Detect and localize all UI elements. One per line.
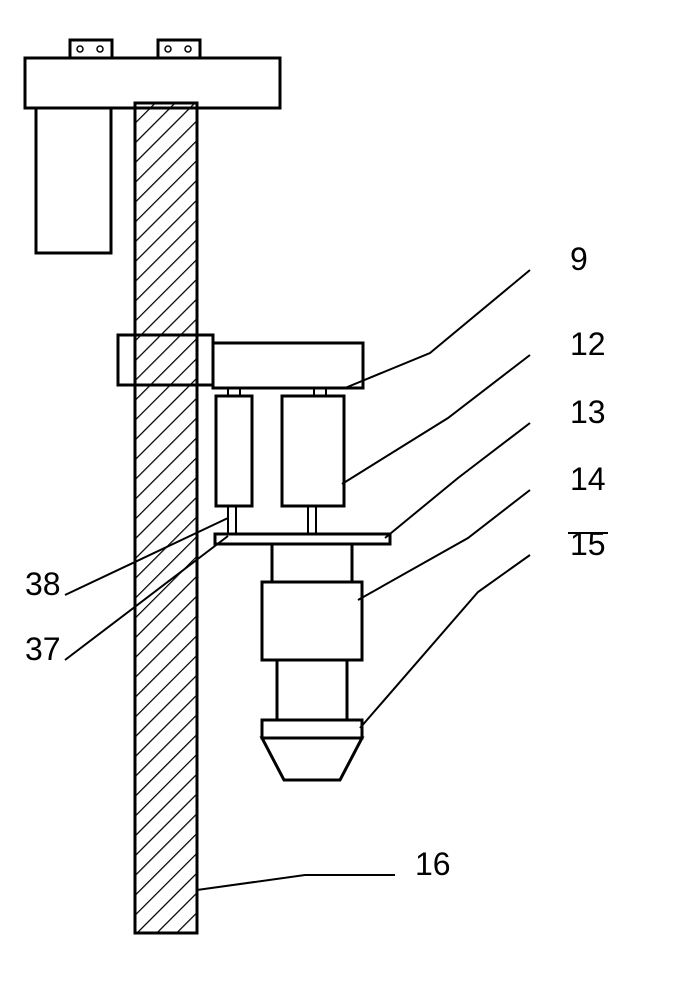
label-15: 15 xyxy=(570,526,606,562)
shaft-14-upper xyxy=(272,544,352,582)
top-left-block xyxy=(36,108,111,253)
label-38: 38 xyxy=(25,566,61,602)
label-13: 13 xyxy=(570,394,606,430)
label-9: 9 xyxy=(570,241,588,277)
leader-16 xyxy=(197,875,395,890)
column-16 xyxy=(135,103,197,933)
label-14: 14 xyxy=(570,461,606,497)
screw xyxy=(77,46,83,52)
top-plate xyxy=(25,58,280,108)
cup-15-collar xyxy=(262,720,362,738)
label-37: 37 xyxy=(25,631,61,667)
hanger-block-left xyxy=(216,396,252,506)
label-12: 12 xyxy=(570,326,606,362)
leader-9 xyxy=(345,270,530,388)
screw xyxy=(97,46,103,52)
mid-bridge-9 xyxy=(213,343,363,388)
leader-13 xyxy=(385,423,530,538)
hanger-block-right-12 xyxy=(282,396,344,506)
leader-15 xyxy=(360,555,530,728)
cup-15-neck xyxy=(277,660,347,720)
screw xyxy=(185,46,191,52)
cup-15-bowl xyxy=(262,738,362,780)
leader-12 xyxy=(342,355,530,484)
diagram: 9 12 13 14 15 38 37 16 xyxy=(0,0,673,1000)
label-16: 16 xyxy=(415,846,451,882)
shaft-14-lower xyxy=(262,582,362,660)
screw xyxy=(165,46,171,52)
